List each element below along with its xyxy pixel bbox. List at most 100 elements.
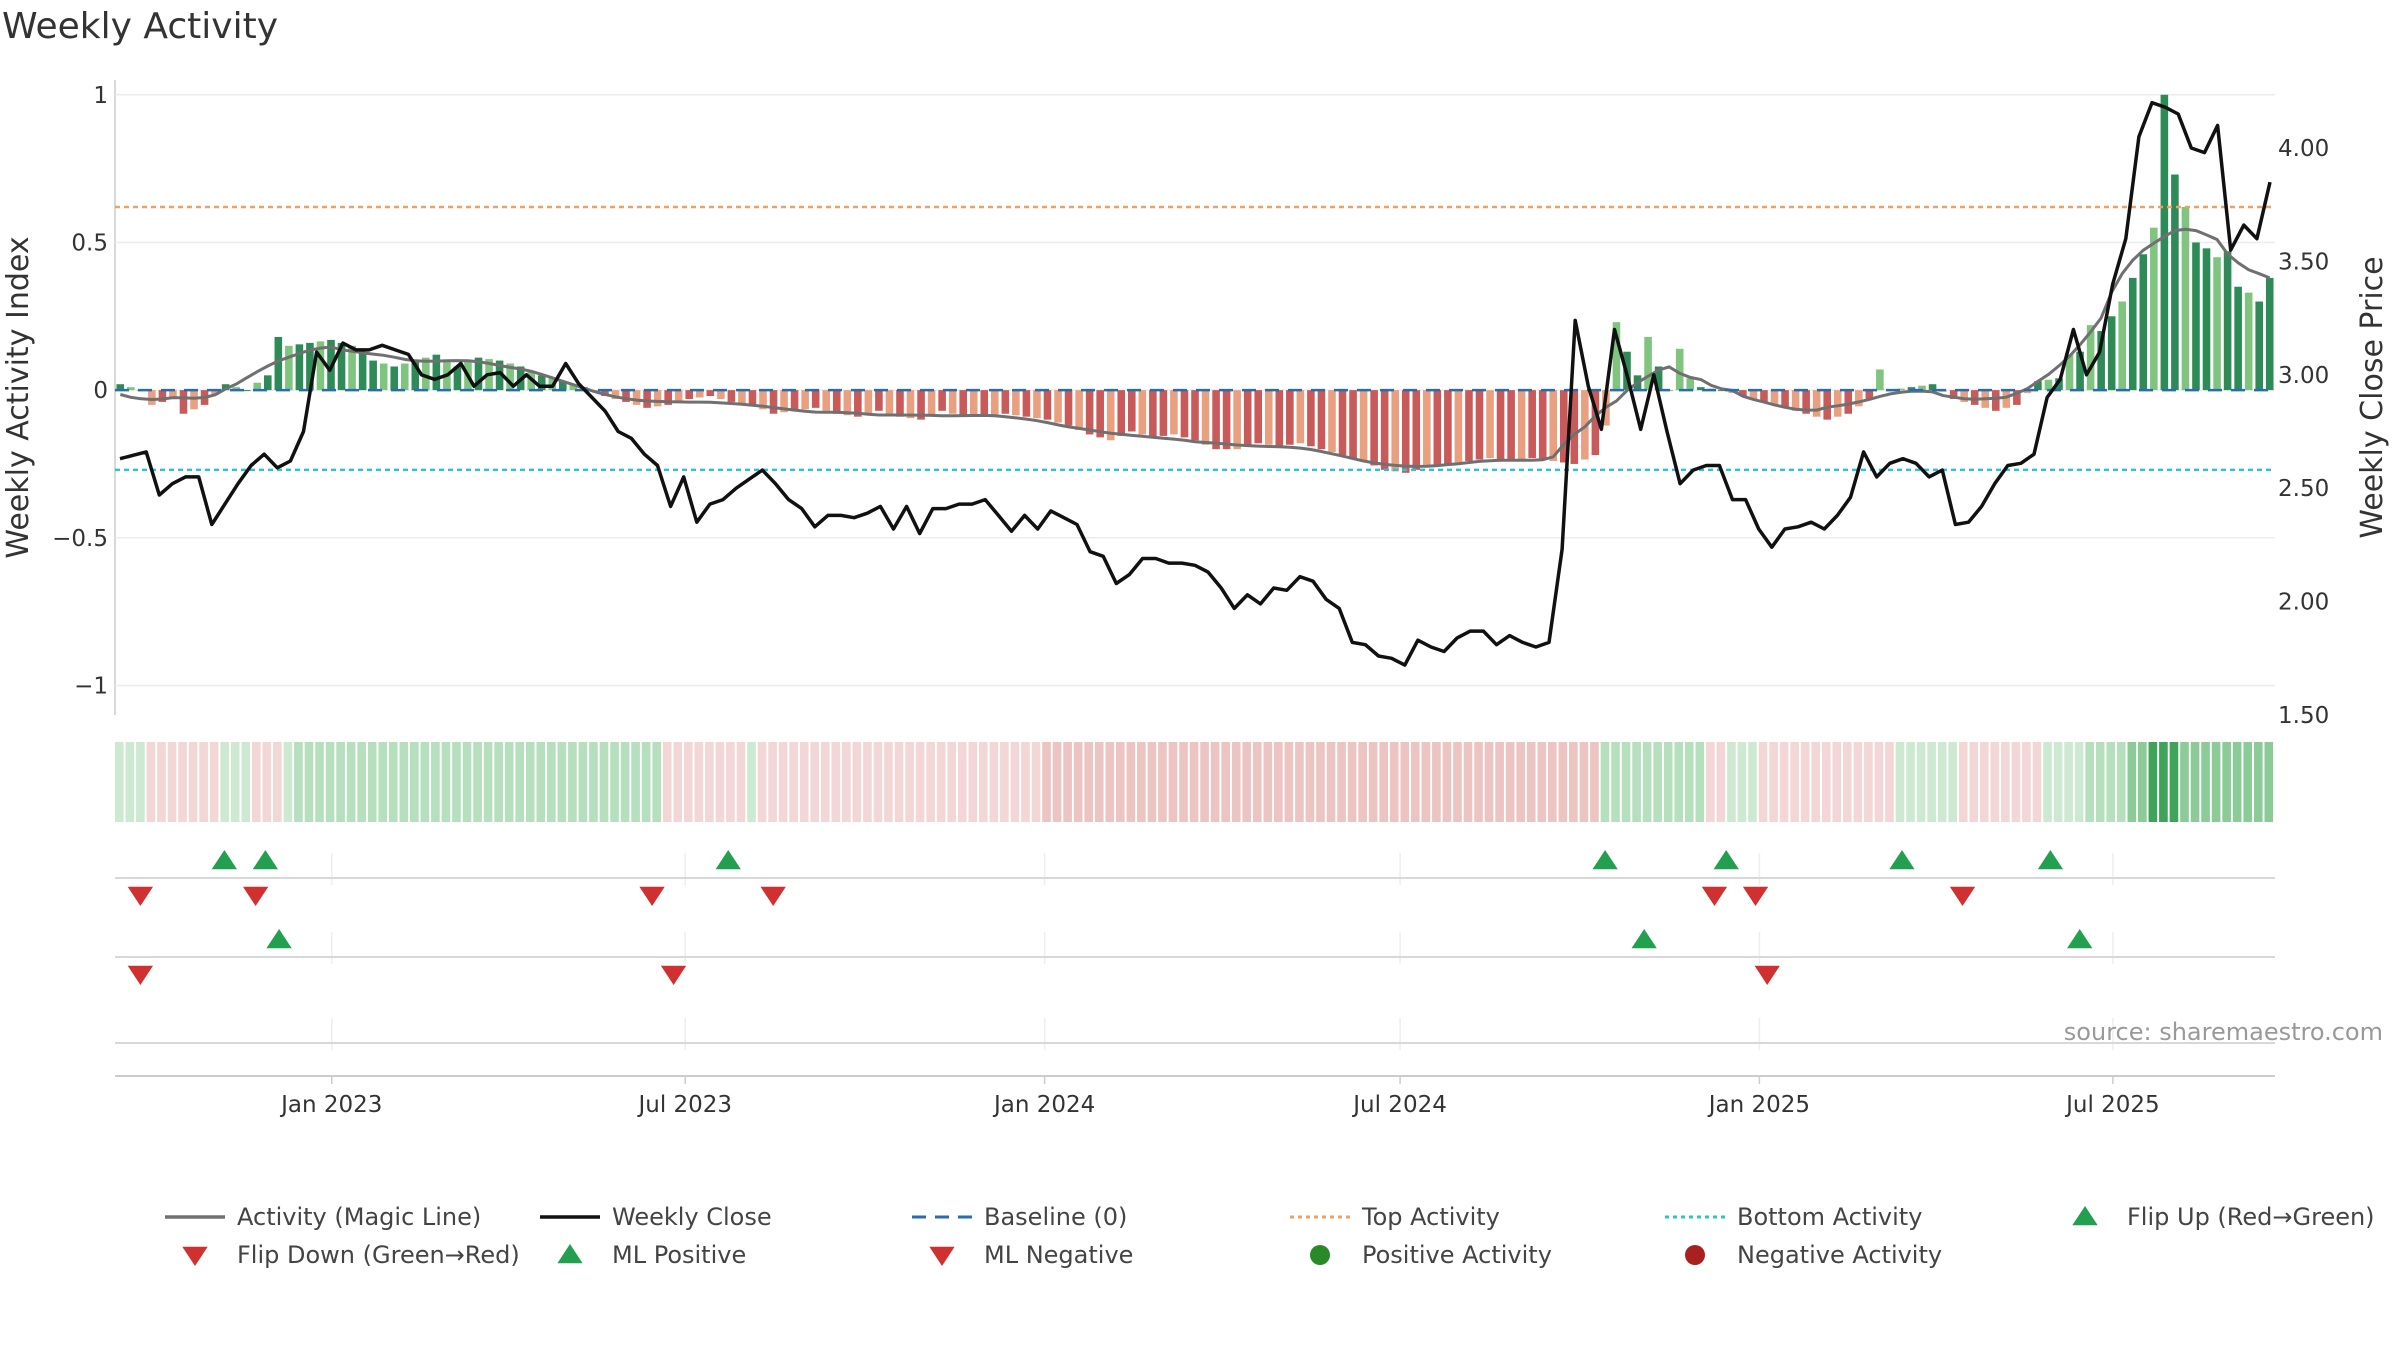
band-cell <box>241 742 251 822</box>
activity-bar <box>1349 390 1357 459</box>
activity-bar <box>169 390 177 399</box>
band-cell <box>1979 742 1989 822</box>
activity-bar <box>1149 390 1157 438</box>
activity-bar <box>1559 390 1568 463</box>
legend-label: Positive Activity <box>1362 1241 1552 1269</box>
activity-bar <box>1296 390 1305 444</box>
activity-bar <box>2265 277 2274 391</box>
band-cell <box>346 742 356 822</box>
band-cell <box>599 742 609 822</box>
band-cell <box>1042 742 1051 822</box>
activity-bar <box>1897 388 1905 391</box>
activity-bar <box>2118 301 2127 391</box>
band-cell <box>315 742 324 822</box>
band-cell <box>2032 742 2042 822</box>
activity-bar <box>769 390 778 414</box>
activity-bar <box>727 390 736 402</box>
band-cell <box>1463 742 1473 822</box>
activity-bar <box>1970 390 1979 405</box>
x-tick-label: Jul 2023 <box>636 1092 732 1118</box>
activity-bar <box>179 390 188 414</box>
activity-bar <box>569 384 578 391</box>
band-cell <box>705 742 714 822</box>
band-cell <box>473 742 482 822</box>
band-cell <box>2074 742 2084 822</box>
band-cell <box>578 742 588 822</box>
band-cell <box>1874 742 1884 822</box>
band-cell <box>1094 742 1104 822</box>
activity-bar <box>738 390 746 404</box>
band-cell <box>1010 742 1020 822</box>
activity-bar <box>559 381 567 391</box>
activity-bar <box>1307 390 1315 447</box>
band-cell <box>336 742 345 822</box>
activity-bar <box>211 390 219 395</box>
band-cell <box>1653 742 1662 822</box>
activity-bar <box>653 390 662 407</box>
band-cell <box>1843 742 1852 822</box>
band-cell <box>820 742 830 822</box>
legend-label: Bottom Activity <box>1737 1203 1922 1231</box>
band-cell <box>2253 742 2263 822</box>
flip-down-marker <box>1742 886 1769 906</box>
activity-bar <box>232 387 240 391</box>
activity-bar <box>295 344 304 391</box>
activity-bar <box>885 390 894 414</box>
legend-item: Flip Down (Green→Red) <box>182 1241 520 1269</box>
activity-bar <box>1770 390 1779 405</box>
activity-bar <box>2107 316 2116 391</box>
band-cell <box>1126 742 1136 822</box>
band-cell <box>652 742 662 822</box>
band-cell <box>768 742 777 822</box>
activity-bar <box>1991 390 2000 411</box>
x-tick-label: Jan 2025 <box>1707 1092 1810 1118</box>
band-cell <box>1937 742 1947 822</box>
activity-bar <box>1370 390 1378 466</box>
activity-bar <box>2202 248 2211 391</box>
legend-item: Positive Activity <box>1310 1241 1552 1269</box>
band-cell <box>1748 742 1757 822</box>
activity-bar <box>1928 384 1937 391</box>
y2-tick-label: 1.50 <box>2278 703 2329 729</box>
band-cell <box>378 742 388 822</box>
activity-bar <box>1096 390 1104 438</box>
activity-bar <box>2002 390 2011 408</box>
legend-item: Activity (Magic Line) <box>165 1203 481 1231</box>
band-cell <box>157 742 166 822</box>
band-cell <box>1379 742 1389 822</box>
activity-bar <box>906 390 915 419</box>
activity-bar <box>495 360 504 391</box>
flip-up-marker <box>2067 929 2093 949</box>
activity-bar <box>980 390 989 417</box>
legend: Activity (Magic Line) Weekly Close Baselin… <box>165 1203 2375 1269</box>
band-cell <box>262 742 272 822</box>
band-cell <box>1137 742 1146 822</box>
activity-bar <box>832 390 841 414</box>
activity-bar <box>695 390 704 398</box>
band-cell <box>1969 742 1979 822</box>
band-cell <box>1769 742 1778 822</box>
activity-bar <box>1054 390 1062 423</box>
activity-bar <box>2244 292 2253 391</box>
band-cell <box>1579 742 1589 822</box>
triangle-down-icon <box>929 1246 955 1266</box>
band-cell <box>220 742 230 822</box>
band-cell <box>483 742 493 822</box>
band-cell <box>1432 742 1441 822</box>
activity-bar <box>1907 387 1916 391</box>
activity-bar <box>632 390 641 405</box>
y2-axis-label: Weekly Close Price <box>2355 256 2390 538</box>
flip-up-marker <box>252 850 278 870</box>
activity-bar <box>1412 390 1421 470</box>
band-cell <box>2085 742 2094 822</box>
activity-bar <box>1812 390 1821 417</box>
band-cell <box>125 742 135 822</box>
activity-bar <box>938 390 946 411</box>
activity-bar <box>1496 390 1505 460</box>
band-cell <box>536 742 546 822</box>
band-cell <box>1611 742 1620 822</box>
band-cell <box>736 742 746 822</box>
band-cell <box>1695 742 1705 822</box>
flip-up-marker <box>715 850 741 870</box>
band-cell <box>1368 742 1378 822</box>
